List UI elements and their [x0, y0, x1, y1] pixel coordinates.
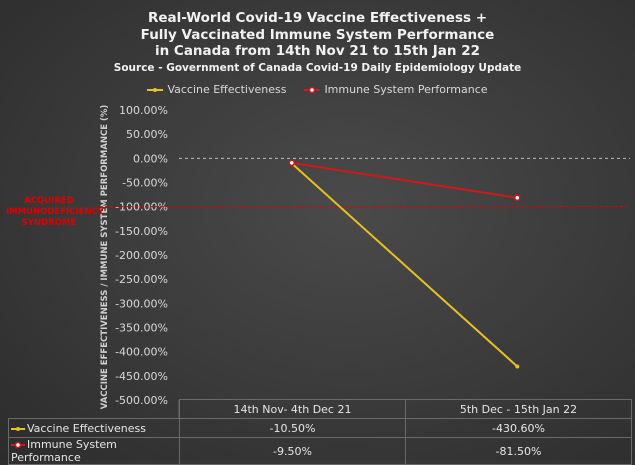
title-line-2: Fully Vaccinated Immune System Performan… [140, 26, 495, 43]
y-tick-label: -150.00% [115, 225, 168, 238]
chart-title: Real-World Covid-19 Vaccine Effectivenes… [0, 10, 635, 76]
legend-marker-vaccine [147, 87, 164, 92]
y-tick-label: -50.00% [122, 177, 168, 190]
table-row-label-vaccine: Vaccine Effectiveness [8, 418, 180, 438]
legend-item-vaccine: Vaccine Effectiveness [147, 83, 286, 96]
table-header-row: 14th Nov- 4th Dec 21 5th Dec - 15th Jan … [8, 399, 632, 419]
y-tick-label: -450.00% [115, 370, 168, 383]
aids-reference-label: ACQUIRED IMMUNODEFICIENCY SYNDROME [6, 196, 104, 228]
table-header-cat-1: 14th Nov- 4th Dec 21 [179, 399, 406, 419]
legend-item-immune: Immune System Performance [304, 83, 488, 96]
y-tick-label: 50.00% [126, 128, 168, 141]
table-header-cat-2: 5th Dec - 15th Jan 22 [405, 399, 632, 419]
title-line-1: Real-World Covid-19 Vaccine Effectivenes… [147, 10, 488, 26]
y-tick-label: -250.00% [115, 273, 168, 286]
table-cell-immune-1: -9.50% [179, 437, 406, 465]
title-line-3: in Canada from 14th Nov 21 to 15th Jan 2… [154, 43, 481, 59]
table-cell-vaccine-2: -430.60% [405, 418, 632, 438]
legend-label-immune: Immune System Performance [324, 83, 488, 96]
table-marker-vaccine [11, 426, 25, 431]
legend-marker-immune [304, 86, 321, 93]
table-label-immune: Immune System Performance [11, 438, 117, 464]
y-tick-label: -400.00% [115, 346, 168, 359]
y-tick-label: -200.00% [115, 249, 168, 262]
chart-subtitle: Source - Government of Canada Covid-19 D… [113, 61, 522, 74]
y-tick-label: -350.00% [115, 322, 168, 335]
y-tick-label: 100.00% [119, 104, 168, 117]
table-corner [8, 399, 180, 419]
table-row-immune: Immune System Performance -9.50% -81.50% [8, 437, 632, 465]
y-tick-label: -300.00% [115, 297, 168, 310]
legend: Vaccine Effectiveness Immune System Perf… [0, 83, 635, 96]
data-table: 14th Nov- 4th Dec 21 5th Dec - 15th Jan … [8, 399, 632, 465]
data-point-vaccine [515, 364, 520, 369]
data-point-immune [288, 159, 295, 167]
data-point-immune [514, 194, 521, 201]
legend-label-vaccine: Vaccine Effectiveness [167, 83, 287, 96]
series-line-vaccine [291, 162, 518, 368]
table-row-vaccine: Vaccine Effectiveness -10.50% -430.60% [8, 418, 632, 438]
table-cell-vaccine-1: -10.50% [179, 418, 406, 438]
table-marker-immune [11, 441, 25, 449]
series-line-immune [291, 161, 518, 199]
table-row-label-immune: Immune System Performance [8, 437, 180, 465]
table-label-vaccine: Vaccine Effectiveness [27, 421, 146, 435]
table-cell-immune-2: -81.50% [405, 437, 632, 465]
y-tick-label: 0.00% [133, 152, 168, 165]
